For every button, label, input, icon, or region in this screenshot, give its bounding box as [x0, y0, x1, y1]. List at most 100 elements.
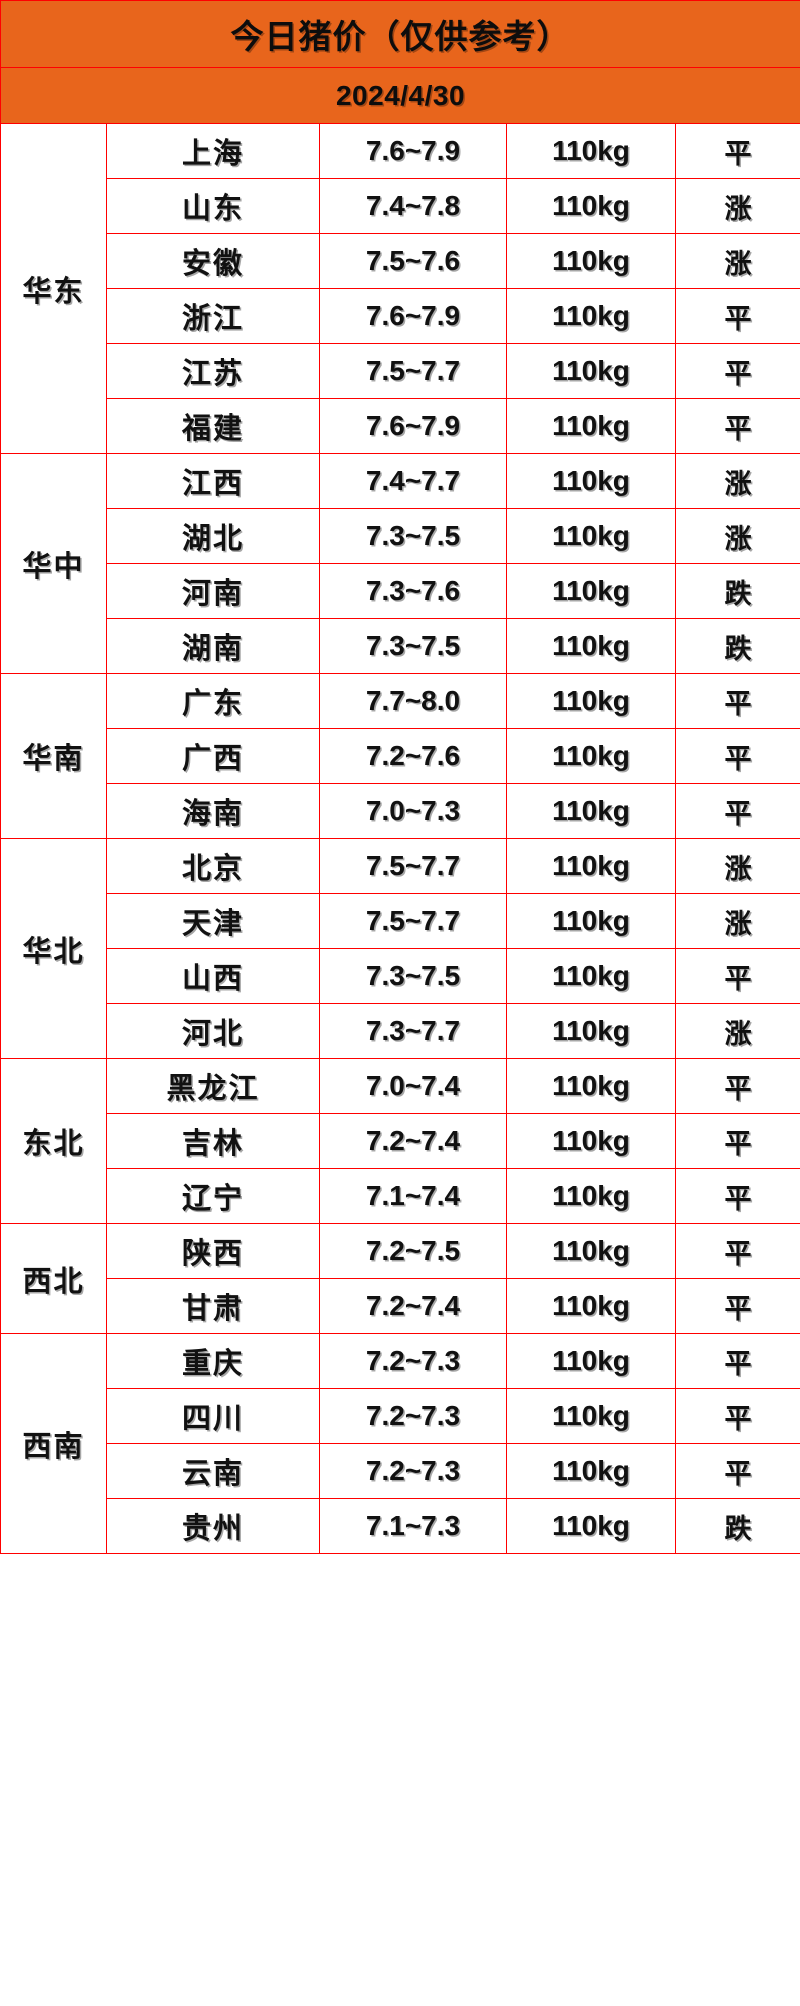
price-cell: 7.3~7.7	[319, 1003, 507, 1059]
table-row: 华中 江西 7.4~7.7 110kg 涨	[0, 453, 800, 674]
weight-cell: 110kg	[506, 838, 676, 894]
weight-cell: 110kg	[506, 618, 676, 674]
price-cell: 7.3~7.5	[319, 508, 507, 564]
province-cell: 江西	[106, 453, 320, 509]
trend-cell: 涨	[674, 1003, 800, 1059]
province-cell: 云南	[106, 1443, 320, 1499]
price-cell: 7.4~7.7	[319, 453, 507, 509]
region-cell: 西南	[0, 1333, 107, 1554]
trend-cell: 平	[674, 948, 800, 1004]
trend-cell: 跌	[674, 618, 800, 674]
price-cell: 7.0~7.3	[319, 783, 507, 839]
trend-cell: 平	[674, 1443, 800, 1499]
province-cell: 山东	[106, 178, 320, 234]
province-cell: 湖南	[106, 618, 320, 674]
trend-cell: 平	[674, 123, 800, 179]
trend-cell: 平	[674, 288, 800, 344]
table-row: 四川 7.2~7.3 110kg 平	[1, 1388, 800, 1444]
table-row: 华北 北京 7.5~7.7 110kg 涨	[0, 838, 800, 1059]
province-cell: 浙江	[106, 288, 320, 344]
trend-cell: 平	[674, 343, 800, 399]
price-cell: 7.2~7.5	[319, 1223, 507, 1279]
province-cell: 河南	[106, 563, 320, 619]
weight-cell: 110kg	[506, 233, 676, 289]
weight-cell: 110kg	[506, 453, 676, 509]
price-cell: 7.6~7.9	[319, 398, 507, 454]
price-cell: 7.3~7.5	[319, 618, 507, 674]
table-row: 湖南 7.3~7.5 110kg 跌	[1, 618, 800, 674]
table-row: 福建 7.6~7.9 110kg 平	[1, 398, 800, 454]
pig-price-table: 今日猪价（仅供参考） 2024/4/30 华东 上海 7.6~7.9 110kg 平山东…	[0, 0, 800, 1554]
price-cell: 7.2~7.3	[319, 1443, 507, 1499]
region-cell: 西北	[0, 1223, 107, 1334]
table-row: 湖北 7.3~7.5 110kg 涨	[1, 508, 800, 564]
price-cell: 7.1~7.4	[319, 1168, 507, 1224]
weight-cell: 110kg	[506, 893, 676, 949]
weight-cell: 110kg	[506, 1223, 676, 1279]
price-cell: 7.2~7.3	[319, 1333, 507, 1389]
table-row: 山东 7.4~7.8 110kg 涨	[1, 178, 800, 234]
province-cell: 北京	[106, 838, 320, 894]
price-cell: 7.1~7.3	[319, 1498, 507, 1554]
price-cell: 7.5~7.6	[319, 233, 507, 289]
price-cell: 7.2~7.4	[319, 1278, 507, 1334]
trend-cell: 涨	[674, 453, 800, 509]
province-cell: 甘肃	[106, 1278, 320, 1334]
trend-cell: 平	[674, 398, 800, 454]
weight-cell: 110kg	[506, 1058, 676, 1114]
page-title: 今日猪价（仅供参考）	[0, 0, 800, 68]
province-cell: 山西	[106, 948, 320, 1004]
trend-cell: 平	[674, 1223, 800, 1279]
province-cell: 四川	[106, 1388, 320, 1444]
province-cell: 湖北	[106, 508, 320, 564]
province-cell: 海南	[106, 783, 320, 839]
region-cell: 华中	[0, 453, 107, 674]
trend-cell: 涨	[674, 893, 800, 949]
date-row: 2024/4/30	[0, 67, 800, 124]
weight-cell: 110kg	[506, 1003, 676, 1059]
weight-cell: 110kg	[506, 1168, 676, 1224]
price-cell: 7.7~8.0	[319, 673, 507, 729]
region-cell: 东北	[0, 1058, 107, 1224]
table-row: 天津 7.5~7.7 110kg 涨	[1, 893, 800, 949]
province-cell: 广西	[106, 728, 320, 784]
weight-cell: 110kg	[506, 398, 676, 454]
trend-cell: 平	[674, 673, 800, 729]
price-cell: 7.6~7.9	[319, 123, 507, 179]
table-row: 广西 7.2~7.6 110kg 平	[1, 728, 800, 784]
weight-cell: 110kg	[506, 288, 676, 344]
trend-cell: 平	[674, 1333, 800, 1389]
table-row: 吉林 7.2~7.4 110kg 平	[1, 1113, 800, 1169]
trend-cell: 平	[674, 1168, 800, 1224]
weight-cell: 110kg	[506, 1388, 676, 1444]
trend-cell: 平	[674, 1278, 800, 1334]
weight-cell: 110kg	[506, 783, 676, 839]
trend-cell: 涨	[674, 508, 800, 564]
province-cell: 贵州	[106, 1498, 320, 1554]
weight-cell: 110kg	[506, 1113, 676, 1169]
region-cell: 华南	[0, 673, 107, 839]
price-cell: 7.4~7.8	[319, 178, 507, 234]
table-row: 山西 7.3~7.5 110kg 平	[1, 948, 800, 1004]
weight-cell: 110kg	[506, 178, 676, 234]
weight-cell: 110kg	[506, 563, 676, 619]
table-row: 海南 7.0~7.3 110kg 平	[1, 783, 800, 839]
weight-cell: 110kg	[506, 1278, 676, 1334]
province-cell: 陕西	[106, 1223, 320, 1279]
table-row: 西南 重庆 7.2~7.3 110kg 平	[0, 1333, 800, 1554]
weight-cell: 110kg	[506, 1443, 676, 1499]
table-row: 河北 7.3~7.7 110kg 涨	[1, 1003, 800, 1059]
weight-cell: 110kg	[506, 508, 676, 564]
date-label: 2024/4/30	[0, 67, 800, 124]
price-cell: 7.2~7.3	[319, 1388, 507, 1444]
trend-cell: 平	[674, 1388, 800, 1444]
weight-cell: 110kg	[506, 343, 676, 399]
province-cell: 江苏	[106, 343, 320, 399]
trend-cell: 涨	[674, 233, 800, 289]
price-cell: 7.2~7.4	[319, 1113, 507, 1169]
trend-cell: 平	[674, 1113, 800, 1169]
region-cell: 华北	[0, 838, 107, 1059]
price-cell: 7.3~7.6	[319, 563, 507, 619]
province-cell: 河北	[106, 1003, 320, 1059]
